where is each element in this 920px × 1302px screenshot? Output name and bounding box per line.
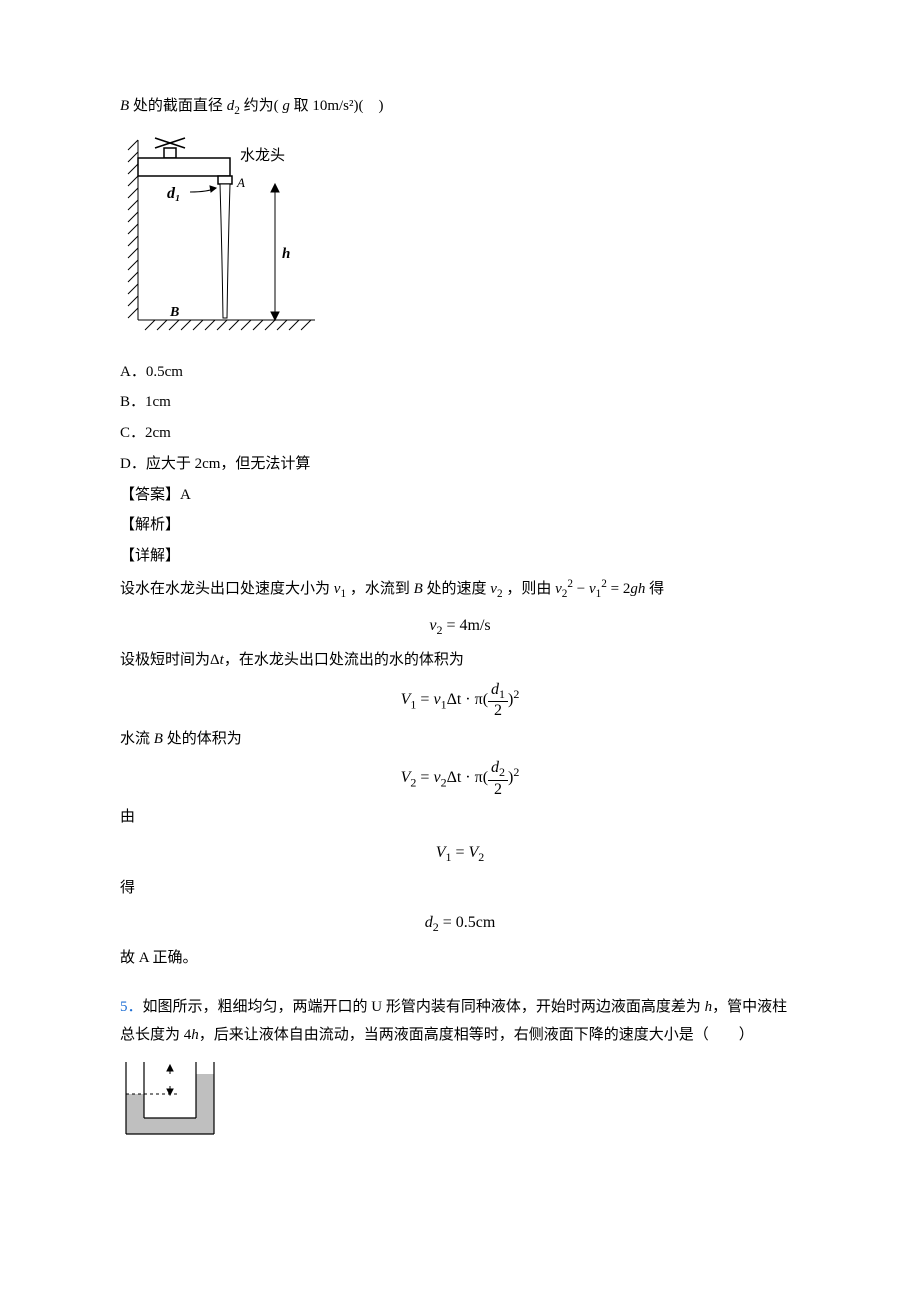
option-b: B．1cm [120, 389, 800, 417]
q5a: 如图所示，粗细均匀，两端开口的 U 形管内装有同种液体，开始时两边液面高度差为 [143, 999, 705, 1015]
l1e: 得 [649, 581, 664, 597]
l1d: ，则由 [506, 581, 555, 597]
q5h1: h [705, 999, 713, 1015]
l3b: 处的体积为 [163, 731, 242, 747]
eq-v2: v2 = 4m/s [120, 611, 800, 641]
you: 由 [120, 804, 800, 832]
faucet-label-text: 水龙头 [240, 147, 285, 164]
eqV1-2: 2 [488, 702, 508, 720]
solution-line-1: 设水在水龙头出口处速度大小为 v1 ，水流到 B 处的速度 v2 ，则由 v22… [120, 574, 800, 605]
eqV2-dt: Δt · π( [447, 770, 488, 787]
eqV1-ds: 1 [499, 687, 505, 701]
final-line: 故 A 正确。 [120, 945, 800, 973]
eqVV-eq: = [451, 844, 468, 861]
u-tube-diagram [120, 1056, 800, 1152]
solution-line-2: 设极短时间为Δt，在水龙头出口处流出的水的体积为 [120, 647, 800, 675]
eqV2-eq: = [416, 770, 433, 787]
l1c: 处的速度 [427, 581, 491, 597]
intro-tail: 取 10m/s²)( ) [294, 98, 384, 114]
q5h2: h [191, 1027, 199, 1043]
l2a: 设极短时间为Δ [120, 652, 220, 668]
intro-mid1: 处的截面直径 [133, 98, 227, 114]
eq-V1: V1 = v1Δt · π(d12)2 [120, 681, 800, 720]
e-eq: = 2 [611, 581, 631, 597]
eqVV-V2s: 2 [478, 850, 484, 864]
A-label: A [236, 175, 245, 190]
l1-v1s: 1 [340, 588, 346, 600]
e-gh: gh [630, 581, 645, 597]
intro-d2-sub: 2 [234, 105, 240, 117]
eqV2-d: d [491, 759, 499, 776]
e1s: 2 [567, 578, 573, 590]
l3B: B [154, 731, 163, 747]
eqV1-V: V [401, 691, 411, 708]
l1-v2: v [490, 581, 497, 597]
h-label: h [282, 246, 290, 262]
eq-V2: V2 = v2Δt · π(d22)2 [120, 759, 800, 798]
e2s: 2 [601, 578, 607, 590]
d1-label: d₁ [167, 185, 181, 202]
eqV2-v: v [433, 770, 440, 787]
eqVV-V2: V [469, 844, 479, 861]
detail-label: 【详解】 [120, 543, 800, 571]
eqV1-dt: Δt · π( [447, 691, 488, 708]
intro-line: B 处的截面直径 d2 约为( g 取 10m/s²)( ) [120, 93, 800, 122]
answer-label: 【答案】A [120, 482, 800, 510]
faucet-diagram: 水龙头 A d₁ h B [120, 130, 800, 351]
eqd2-d: d [425, 914, 433, 931]
B-label: B [169, 305, 179, 320]
eqV1-p: 2 [513, 687, 519, 701]
solution-line-3: 水流 B 处的体积为 [120, 726, 800, 754]
option-c: C．2cm [120, 420, 800, 448]
l2b: ，在水龙头出口处流出的水的体积为 [224, 652, 464, 668]
q5-num: 5． [120, 999, 143, 1015]
e2a: v [589, 581, 596, 597]
option-d: D．应大于 2cm，但无法计算 [120, 451, 800, 479]
eqV2-V: V [401, 770, 411, 787]
eqV2-2: 2 [488, 781, 508, 799]
eqd2-r: = 0.5cm [439, 914, 496, 931]
l1b: ，水流到 [350, 581, 414, 597]
intro-mid2: 约为( [244, 98, 279, 114]
eqV1-d: d [491, 681, 499, 698]
eqV2-ds: 2 [499, 766, 505, 780]
q5c: ，后来让液体自由流动，当两液面高度相等时，右侧液面下降的速度大小是（ ） [199, 1027, 754, 1043]
l1-bigB: B [414, 581, 423, 597]
question-5: 5．如图所示，粗细均匀，两端开口的 U 形管内装有同种液体，开始时两边液面高度差… [120, 994, 800, 1050]
eq-V1V2: V1 = V2 [120, 838, 800, 868]
l1-v2s: 2 [497, 588, 503, 600]
intro-B: B [120, 98, 129, 114]
e-minus: − [577, 581, 589, 597]
e1a: v [555, 581, 562, 597]
eqv2-r: = 4m/s [442, 617, 490, 634]
eqV1-v: v [433, 691, 440, 708]
option-a: A．0.5cm [120, 359, 800, 387]
eqV2-p: 2 [513, 765, 519, 779]
intro-g: g [282, 98, 290, 114]
l3a: 水流 [120, 731, 154, 747]
jiexi-label: 【解析】 [120, 512, 800, 540]
eqV1-eq: = [416, 691, 433, 708]
de: 得 [120, 875, 800, 903]
l1a: 设水在水龙头出口处速度大小为 [120, 581, 334, 597]
eq-d2: d2 = 0.5cm [120, 908, 800, 938]
